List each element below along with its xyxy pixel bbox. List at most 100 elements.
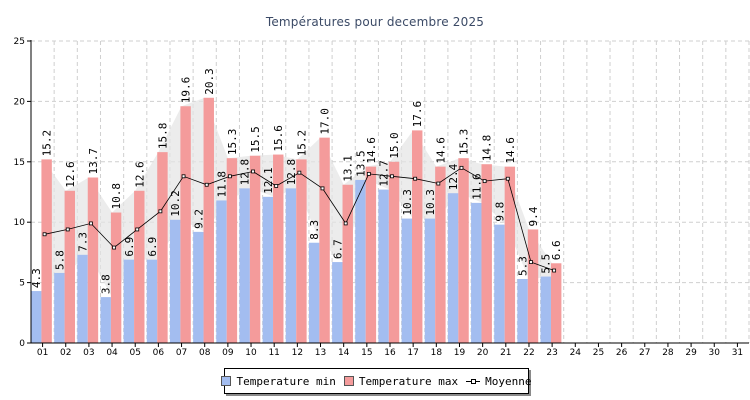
y-tick-label-0: 0 — [19, 339, 25, 349]
bar-min-18 — [424, 218, 436, 343]
x-tick-label-31: 31 — [732, 348, 743, 358]
x-tick-label-21: 21 — [500, 348, 511, 358]
label-min-09: 11.8 — [216, 171, 229, 198]
label-min-22: 5.3 — [517, 256, 530, 276]
chart-title: Températures pour decembre 2025 — [265, 15, 485, 29]
bar-min-05 — [123, 259, 135, 343]
x-tick-label-28: 28 — [662, 348, 674, 358]
x-tick-label-02: 02 — [60, 348, 71, 358]
bar-max-14 — [342, 184, 353, 343]
mean-point-11 — [274, 184, 279, 188]
label-min-12: 12.8 — [285, 159, 298, 186]
x-tick-label-09: 09 — [222, 348, 234, 358]
mean-point-07 — [181, 174, 186, 179]
x-tick-label-23: 23 — [546, 348, 557, 358]
label-min-07: 10.2 — [169, 190, 182, 217]
label-max-20: 14.8 — [481, 135, 494, 161]
mean-point-14 — [343, 221, 348, 226]
label-min-20: 11.6 — [470, 173, 483, 200]
bar-min-21 — [494, 224, 505, 343]
x-tick-label-15: 15 — [361, 348, 372, 358]
mean-point-22 — [529, 260, 533, 264]
label-min-17: 10.3 — [401, 189, 414, 216]
mean-point-09 — [227, 174, 232, 179]
bar-max-05 — [134, 190, 145, 343]
mean-point-17 — [413, 176, 418, 181]
x-tick-label-16: 16 — [384, 348, 396, 358]
x-tick-label-18: 18 — [431, 348, 443, 358]
label-max-06: 15.8 — [156, 123, 169, 150]
label-max-03: 13.7 — [87, 148, 100, 175]
label-max-16: 15.0 — [388, 132, 401, 159]
mean-point-23 — [552, 268, 557, 273]
label-max-09: 15.3 — [226, 129, 239, 156]
legend-label-min: Temperature min — [236, 374, 336, 388]
label-max-08: 20.3 — [203, 68, 216, 95]
bar-min-10 — [239, 188, 250, 343]
label-min-13: 8.3 — [308, 220, 321, 240]
x-tick-label-17: 17 — [407, 348, 418, 358]
bar-min-09 — [216, 200, 227, 343]
x-tick-label-04: 04 — [106, 348, 118, 358]
mean-point-06 — [158, 209, 163, 214]
bar-min-13 — [308, 242, 320, 343]
x-tick-label-14: 14 — [338, 348, 350, 358]
legend-label-mean: Moyenne — [485, 374, 532, 388]
y-tick-label-2: 10 — [14, 218, 26, 228]
x-tick-label-25: 25 — [593, 348, 604, 358]
mean-point-21 — [505, 176, 510, 181]
x-tick-label-11: 11 — [268, 348, 279, 358]
x-tick-label-10: 10 — [245, 348, 257, 358]
bar-max-03 — [87, 177, 99, 343]
label-max-18: 14.6 — [434, 137, 447, 164]
label-max-10: 15.5 — [249, 126, 262, 153]
x-tick-label-03: 03 — [83, 348, 94, 358]
mean-point-13 — [320, 186, 325, 191]
bar-max-07 — [180, 106, 191, 344]
label-min-15: 13.5 — [354, 150, 367, 177]
bar-min-03 — [77, 254, 88, 343]
bar-min-14 — [332, 262, 343, 343]
x-tick-label-29: 29 — [685, 348, 697, 358]
min-max-band — [42, 97, 553, 298]
x-tick-label-30: 30 — [709, 348, 721, 358]
x-tick-label-24: 24 — [570, 348, 582, 358]
bar-min-08 — [193, 231, 204, 343]
legend: Temperature min Temperature max Moyenne — [221, 368, 532, 394]
label-min-19: 12.4 — [447, 163, 460, 190]
bar-max-06 — [157, 152, 168, 343]
bar-min-20 — [471, 202, 482, 343]
x-tick-label-27: 27 — [639, 348, 650, 358]
legend-item-min: Temperature min — [221, 374, 336, 388]
y-tick-label-4: 20 — [14, 97, 26, 107]
x-tick-label-26: 26 — [616, 348, 628, 358]
y-tick-label-3: 15 — [14, 158, 25, 168]
legend-label-max: Temperature max — [358, 374, 459, 388]
mean-point-18 — [436, 181, 441, 186]
bar-min-07 — [169, 219, 181, 343]
x-tick-label-13: 13 — [315, 348, 326, 358]
bar-max-04 — [110, 212, 122, 343]
mean-point-03 — [89, 221, 93, 226]
bar-min-19 — [447, 193, 459, 343]
label-max-04: 10.8 — [110, 183, 123, 209]
x-tick-label-19: 19 — [454, 348, 466, 358]
label-max-07: 19.6 — [180, 77, 193, 104]
bar-max-23 — [550, 263, 562, 343]
bar-min-15 — [355, 179, 366, 343]
mean-point-16 — [390, 174, 394, 179]
mean-point-19 — [459, 165, 464, 170]
mean-point-20 — [482, 179, 487, 184]
bar-max-10 — [249, 155, 261, 343]
label-min-01: 4.3 — [30, 268, 43, 288]
mean-point-10 — [251, 169, 255, 174]
label-min-11: 12.1 — [262, 167, 275, 194]
x-tick-label-08: 08 — [199, 348, 211, 358]
bar-min-01 — [31, 291, 42, 343]
bar-min-11 — [262, 196, 274, 343]
label-max-05: 12.6 — [133, 161, 146, 188]
label-max-22: 9.4 — [527, 206, 540, 226]
legend-swatch-min — [221, 376, 232, 386]
label-max-12: 15.2 — [295, 130, 308, 157]
